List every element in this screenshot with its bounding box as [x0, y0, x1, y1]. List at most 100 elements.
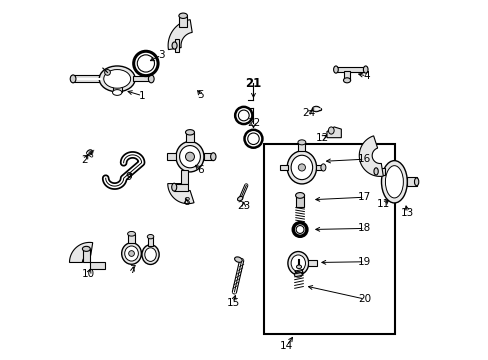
- Polygon shape: [295, 195, 304, 207]
- Polygon shape: [294, 266, 301, 274]
- Ellipse shape: [333, 66, 338, 73]
- Ellipse shape: [112, 90, 122, 95]
- Ellipse shape: [70, 75, 76, 83]
- Ellipse shape: [128, 251, 134, 256]
- Ellipse shape: [171, 183, 176, 191]
- Ellipse shape: [385, 166, 403, 198]
- Ellipse shape: [210, 153, 216, 161]
- Ellipse shape: [247, 133, 259, 144]
- Text: 19: 19: [357, 257, 370, 267]
- Ellipse shape: [104, 69, 110, 75]
- Text: 21: 21: [245, 77, 261, 90]
- Polygon shape: [376, 168, 384, 175]
- Text: 22: 22: [246, 118, 260, 128]
- Text: 3: 3: [158, 50, 164, 60]
- Ellipse shape: [343, 78, 350, 83]
- Text: 4: 4: [363, 71, 369, 81]
- Ellipse shape: [296, 226, 304, 233]
- Ellipse shape: [414, 178, 418, 186]
- Text: 15: 15: [226, 298, 239, 308]
- Polygon shape: [308, 260, 316, 266]
- Text: 8: 8: [183, 197, 189, 207]
- Ellipse shape: [122, 243, 141, 264]
- Ellipse shape: [176, 141, 203, 172]
- Polygon shape: [406, 177, 416, 186]
- Polygon shape: [181, 170, 187, 184]
- Polygon shape: [168, 20, 192, 50]
- Ellipse shape: [286, 151, 316, 184]
- Polygon shape: [315, 165, 323, 170]
- Text: 2: 2: [81, 155, 88, 165]
- Text: 5: 5: [197, 90, 203, 100]
- Polygon shape: [344, 71, 349, 80]
- Ellipse shape: [235, 107, 252, 124]
- Text: 24: 24: [302, 108, 315, 118]
- Ellipse shape: [290, 155, 312, 180]
- Text: 1: 1: [139, 91, 145, 101]
- Polygon shape: [179, 16, 187, 27]
- Polygon shape: [69, 242, 93, 262]
- Polygon shape: [166, 153, 176, 160]
- Polygon shape: [359, 136, 383, 176]
- Ellipse shape: [296, 265, 301, 269]
- Text: 11: 11: [376, 199, 389, 210]
- Ellipse shape: [99, 66, 135, 92]
- Polygon shape: [133, 76, 151, 81]
- Text: 14: 14: [280, 341, 293, 351]
- Ellipse shape: [294, 272, 302, 277]
- Polygon shape: [72, 75, 101, 82]
- Text: 10: 10: [82, 269, 95, 279]
- Ellipse shape: [237, 197, 243, 201]
- Ellipse shape: [144, 248, 156, 261]
- Text: 16: 16: [357, 154, 370, 164]
- Ellipse shape: [297, 140, 305, 145]
- Ellipse shape: [142, 245, 159, 265]
- Text: 7: 7: [129, 265, 136, 275]
- Polygon shape: [83, 249, 89, 262]
- Ellipse shape: [137, 55, 154, 72]
- Text: 6: 6: [197, 165, 203, 175]
- Ellipse shape: [295, 193, 304, 198]
- Ellipse shape: [298, 164, 305, 171]
- Ellipse shape: [148, 75, 154, 83]
- Text: 9: 9: [125, 172, 132, 182]
- Text: 17: 17: [357, 192, 370, 202]
- Bar: [264, 144, 394, 334]
- Ellipse shape: [373, 168, 378, 175]
- Polygon shape: [185, 132, 194, 141]
- Ellipse shape: [87, 150, 92, 154]
- Ellipse shape: [363, 66, 367, 73]
- Polygon shape: [298, 142, 305, 151]
- Polygon shape: [174, 40, 179, 51]
- Polygon shape: [112, 83, 122, 92]
- Ellipse shape: [185, 130, 194, 135]
- Ellipse shape: [320, 164, 325, 171]
- Text: 13: 13: [400, 208, 413, 218]
- Text: 20: 20: [357, 294, 370, 304]
- Polygon shape: [203, 153, 213, 160]
- Ellipse shape: [287, 252, 308, 275]
- Polygon shape: [141, 251, 150, 256]
- Polygon shape: [167, 184, 194, 204]
- Ellipse shape: [238, 110, 249, 121]
- Polygon shape: [335, 67, 365, 72]
- Ellipse shape: [148, 250, 152, 257]
- Polygon shape: [174, 184, 187, 191]
- Ellipse shape: [185, 152, 194, 161]
- Ellipse shape: [124, 246, 138, 261]
- Polygon shape: [326, 127, 341, 138]
- Ellipse shape: [234, 257, 242, 262]
- Ellipse shape: [172, 42, 177, 49]
- Polygon shape: [128, 234, 135, 243]
- Ellipse shape: [293, 223, 306, 236]
- Ellipse shape: [381, 161, 407, 203]
- Text: 23: 23: [237, 201, 250, 211]
- Polygon shape: [147, 237, 153, 246]
- Polygon shape: [89, 262, 105, 269]
- Ellipse shape: [312, 106, 320, 112]
- Ellipse shape: [179, 145, 200, 168]
- Ellipse shape: [290, 255, 305, 271]
- Ellipse shape: [328, 127, 333, 134]
- Ellipse shape: [147, 234, 153, 239]
- Ellipse shape: [103, 69, 130, 88]
